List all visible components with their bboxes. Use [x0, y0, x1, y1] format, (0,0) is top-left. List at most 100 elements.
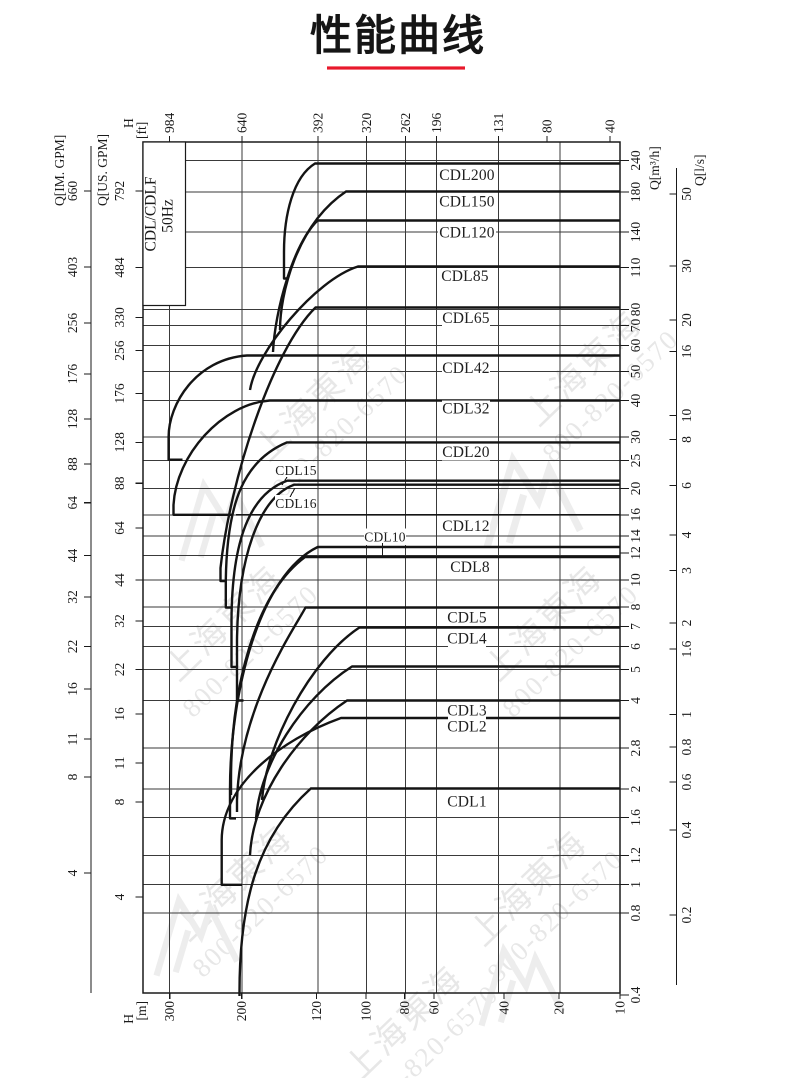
svg-text:CDL200: CDL200 — [439, 167, 495, 184]
svg-text:2: 2 — [679, 620, 694, 627]
svg-text:CDL5: CDL5 — [447, 610, 487, 627]
svg-text:16: 16 — [628, 508, 643, 522]
svg-text:484: 484 — [112, 257, 127, 278]
svg-text:1.2: 1.2 — [628, 847, 643, 864]
svg-text:6: 6 — [628, 643, 643, 650]
svg-text:984: 984 — [162, 113, 177, 134]
svg-text:660: 660 — [65, 181, 80, 202]
svg-text:20: 20 — [679, 313, 694, 327]
svg-text:176: 176 — [112, 383, 127, 404]
svg-text:2: 2 — [628, 786, 643, 793]
svg-text:0.8: 0.8 — [628, 904, 643, 921]
svg-text:[m]: [m] — [134, 1001, 149, 1021]
svg-text:CDL8: CDL8 — [450, 559, 490, 576]
svg-text:88: 88 — [65, 457, 80, 471]
svg-text:H: H — [121, 118, 136, 128]
svg-text:2.8: 2.8 — [628, 739, 643, 756]
svg-text:1: 1 — [679, 711, 694, 718]
svg-text:40: 40 — [496, 1001, 511, 1015]
svg-text:50Hz: 50Hz — [160, 199, 177, 233]
svg-text:1.6: 1.6 — [679, 640, 694, 657]
svg-text:0.2: 0.2 — [679, 907, 694, 924]
svg-text:40: 40 — [603, 119, 618, 133]
svg-text:Q[m³/h]: Q[m³/h] — [647, 146, 662, 190]
svg-text:176: 176 — [65, 364, 80, 385]
svg-text:H: H — [121, 1014, 136, 1024]
svg-text:8: 8 — [112, 798, 127, 805]
svg-text:80: 80 — [628, 303, 643, 317]
svg-text:200: 200 — [234, 1001, 249, 1022]
svg-text:128: 128 — [112, 432, 127, 453]
svg-text:CDL150: CDL150 — [439, 194, 495, 211]
svg-text:0.8: 0.8 — [679, 738, 694, 755]
svg-text:4: 4 — [679, 531, 694, 538]
svg-text:50: 50 — [628, 365, 643, 379]
svg-text:CDL12: CDL12 — [442, 518, 490, 535]
svg-text:240: 240 — [628, 150, 643, 171]
svg-text:CDL15: CDL15 — [275, 463, 317, 478]
svg-text:256: 256 — [112, 340, 127, 361]
svg-text:0.6: 0.6 — [679, 773, 694, 790]
svg-text:32: 32 — [112, 614, 127, 628]
svg-text:16: 16 — [679, 345, 694, 359]
svg-text:CDL65: CDL65 — [442, 310, 490, 327]
svg-text:140: 140 — [628, 222, 643, 243]
svg-text:60: 60 — [628, 339, 643, 353]
svg-text:14: 14 — [628, 529, 643, 543]
svg-text:CDL120: CDL120 — [439, 225, 495, 242]
svg-text:0.4: 0.4 — [679, 821, 694, 838]
svg-text:11: 11 — [65, 733, 80, 746]
svg-text:4: 4 — [65, 869, 80, 876]
svg-text:性能曲线: 性能曲线 — [310, 12, 486, 59]
svg-text:330: 330 — [112, 307, 127, 328]
svg-text:256: 256 — [65, 313, 80, 334]
svg-text:64: 64 — [65, 496, 80, 510]
svg-text:1.6: 1.6 — [628, 809, 643, 826]
svg-text:64: 64 — [112, 521, 127, 535]
svg-text:4: 4 — [112, 893, 127, 900]
svg-text:640: 640 — [235, 113, 250, 134]
svg-text:110: 110 — [628, 257, 643, 277]
svg-text:25: 25 — [628, 454, 643, 468]
svg-text:8: 8 — [65, 773, 80, 780]
svg-text:40: 40 — [628, 394, 643, 408]
svg-text:80: 80 — [540, 119, 555, 133]
svg-text:1: 1 — [628, 881, 643, 888]
svg-text:44: 44 — [112, 573, 127, 587]
svg-text:3: 3 — [679, 567, 694, 574]
svg-text:Q[l/s]: Q[l/s] — [692, 155, 707, 187]
svg-text:70: 70 — [628, 319, 643, 333]
svg-text:30: 30 — [679, 259, 694, 273]
svg-text:CDL/CDLF: CDL/CDLF — [143, 176, 160, 251]
svg-text:32: 32 — [65, 590, 80, 604]
svg-text:262: 262 — [398, 113, 413, 133]
svg-text:[ft]: [ft] — [134, 122, 149, 139]
svg-text:10: 10 — [628, 573, 643, 587]
svg-text:196: 196 — [429, 113, 444, 134]
svg-text:16: 16 — [112, 707, 127, 721]
svg-text:CDL16: CDL16 — [275, 496, 317, 511]
svg-text:CDL3: CDL3 — [447, 703, 487, 720]
svg-text:120: 120 — [309, 1001, 324, 1022]
svg-text:392: 392 — [311, 113, 326, 133]
svg-text:50: 50 — [679, 187, 694, 201]
svg-text:CDL10: CDL10 — [364, 530, 406, 545]
svg-text:30: 30 — [628, 430, 643, 444]
svg-text:22: 22 — [112, 663, 127, 677]
svg-text:4: 4 — [628, 697, 643, 704]
svg-text:12: 12 — [628, 546, 643, 560]
svg-text:403: 403 — [65, 257, 80, 278]
svg-text:131: 131 — [491, 113, 506, 133]
svg-text:80: 80 — [397, 1001, 412, 1015]
svg-text:CDL2: CDL2 — [447, 719, 487, 736]
svg-text:Q[IM. GPM]: Q[IM. GPM] — [52, 135, 67, 206]
svg-text:CDL1: CDL1 — [447, 794, 487, 811]
svg-text:128: 128 — [65, 409, 80, 430]
svg-text:320: 320 — [359, 113, 374, 134]
svg-text:10: 10 — [679, 409, 694, 423]
svg-text:8: 8 — [679, 436, 694, 443]
svg-text:CDL42: CDL42 — [442, 360, 490, 377]
svg-text:792: 792 — [112, 181, 127, 201]
svg-text:CDL20: CDL20 — [442, 444, 490, 461]
svg-text:20: 20 — [628, 482, 643, 496]
